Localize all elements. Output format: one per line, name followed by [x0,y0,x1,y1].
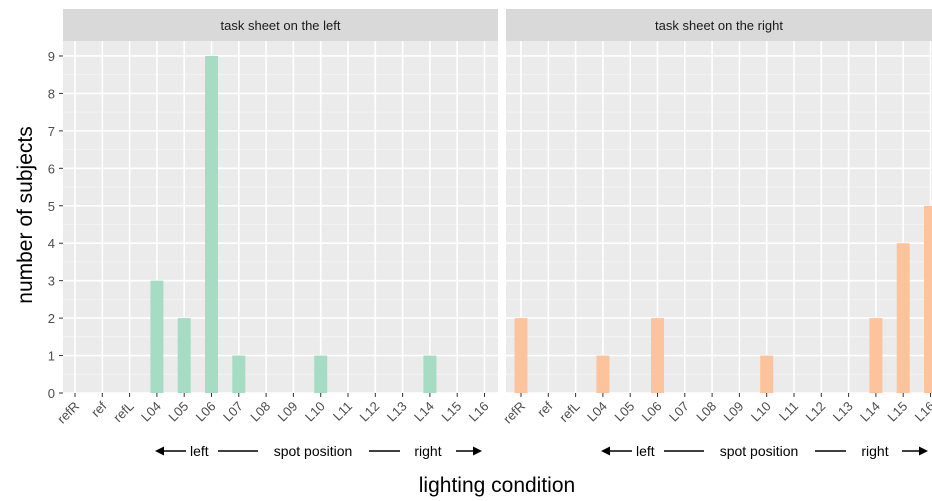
x-tick-label: L11 [330,399,355,424]
x-axis-title: lighting condition [419,474,575,497]
annotation-right-label: right [414,443,441,459]
left-arrow-head [601,446,610,456]
panel-right: task sheet on the right [506,9,932,393]
x-tick-label: L12 [356,399,382,425]
annotation-left-label: left [636,443,655,459]
x-tick-label: L12 [802,399,828,425]
x-tick-label: L07 [666,399,692,425]
bars [514,205,932,393]
x-tick-label: L09 [275,399,301,425]
facet-strip-label: task sheet on the right [655,18,783,33]
gridlines [506,41,932,393]
annotation-middle-label: spot position [720,443,799,459]
y-tick-label: 9 [48,49,55,64]
x-tick-label: ref [88,398,110,420]
bar-l05 [177,318,191,393]
bar-l16 [924,205,932,393]
y-axis-title: number of subjects [14,126,37,303]
y-tick-label: 6 [48,161,55,176]
y-tick-label: 2 [48,311,55,326]
x-tick-label: L09 [721,399,747,425]
left-arrow-head [155,446,164,456]
x-tick-label: L13 [384,399,410,425]
x-tick-label: L14 [411,399,437,425]
x-tick-label: L15 [884,399,910,425]
y-tick-label: 5 [48,199,55,214]
x-tick-label: L06 [193,399,219,425]
x-tick-label: L06 [639,399,665,425]
spot-position-annotation: left spot position right left spot position r… [155,443,928,459]
x-tick-label: L15 [438,399,464,425]
bar-l04 [596,355,610,393]
x-tick-label: L08 [247,399,273,425]
panel-background [506,41,932,393]
annotation-right-panel: left spot position right [601,443,928,459]
panels-layer: task sheet on the left task sheet on the … [63,9,932,393]
annotation-left-panel: left spot position right [155,443,482,459]
x-tick-label: refR [500,399,528,427]
x-tick-label: L16 [912,399,932,425]
bar-refr [514,318,528,393]
bar-l04 [150,280,164,393]
bar-l06 [205,55,218,393]
y-tick-label: 4 [48,236,55,251]
y-tick-label: 3 [48,274,55,289]
right-arrow-head [473,446,482,456]
x-tick-label: refL [556,399,582,425]
x-tick-label: L11 [776,399,801,424]
facet-strip-label: task sheet on the left [221,18,341,33]
x-tick-label: L16 [466,399,492,425]
facet-strip [63,9,498,41]
bars [150,55,437,393]
x-tick-label: refL [110,399,136,425]
x-tick-label: L13 [830,399,856,425]
bar-l10 [314,355,328,393]
x-tick-label: L04 [584,399,610,425]
x-tick-label: L04 [138,399,164,425]
x-tick-label: L05 [611,399,637,425]
x-tick-label: L05 [165,399,191,425]
x-tick-label: L07 [220,399,246,425]
annotation-left-label: left [190,443,209,459]
x-tick-label: refR [54,399,82,427]
y-tick-label: 1 [48,349,55,364]
annotation-middle-label: spot position [274,443,353,459]
bar-l10 [760,355,774,393]
x-tick-label: ref [534,398,556,420]
facet-strip [506,9,932,41]
bar-l14 [869,318,883,393]
bar-l07 [232,355,246,393]
y-tick-label: 0 [48,386,55,401]
x-axis: refR ref refL L04 L05 L06 L07 L08 L09 L10 L11 L12 L1… [54,393,932,426]
y-tick-label: 7 [48,124,55,139]
bar-l14 [423,355,437,393]
panel-left: task sheet on the left [63,9,498,393]
x-tick-label: L10 [302,399,328,425]
bar-l06 [651,318,664,393]
annotation-right-label: right [861,443,888,459]
x-tick-label: L10 [748,399,774,425]
x-tick-label: L14 [857,399,883,425]
y-tick-label: 8 [48,86,55,101]
y-axis: 0 1 2 3 4 5 6 7 8 9 [48,49,63,401]
bar-l15 [896,243,910,393]
x-tick-label: L08 [693,399,719,425]
panel-background [63,41,498,393]
right-arrow-head [919,446,928,456]
